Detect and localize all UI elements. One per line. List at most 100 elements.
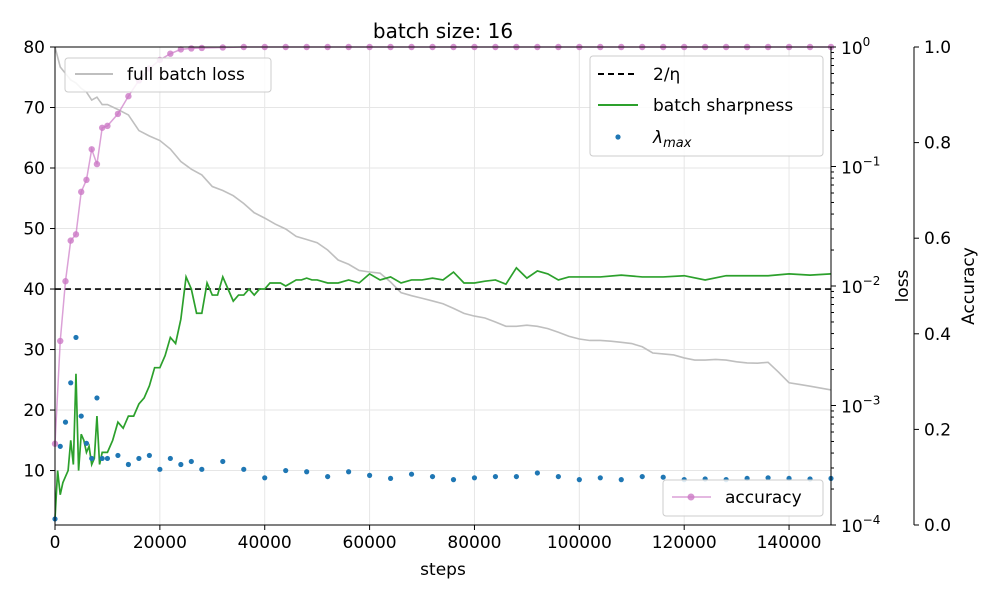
acc-tick-label-0: 0.0 <box>924 516 951 536</box>
lambda-point-1 <box>57 443 63 449</box>
lambda-point-21 <box>241 466 247 472</box>
acc-tick-label-1: 0.2 <box>924 420 951 440</box>
lambda-point-46 <box>765 475 771 481</box>
lambda-point-29 <box>408 471 415 477</box>
lambda-point-37 <box>576 477 582 483</box>
legend-acc-label: accuracy <box>725 488 802 508</box>
lambda-point-22 <box>262 475 268 481</box>
legend-threshold-label: 2/η <box>653 65 680 85</box>
legend-lambda-symbol: λ <box>652 128 663 148</box>
lambda-point-20 <box>220 458 226 465</box>
lambda-point-34 <box>513 473 520 480</box>
accuracy-point-1 <box>57 337 64 345</box>
legend-acc: accuracy <box>662 479 824 517</box>
x-axis-label: steps <box>420 560 466 580</box>
y-axis-label-loss: loss <box>893 269 913 302</box>
legend-lambda-subscript: max <box>663 136 692 151</box>
accuracy-point-4 <box>72 231 80 238</box>
acc-tick-label-4: 0.8 <box>924 134 951 154</box>
lambda-point-10 <box>104 455 111 462</box>
ticks-layer: 0 20000 40000 60000 80000 100000 120000 140000 1… <box>23 35 951 553</box>
lambda-point-11 <box>115 452 121 459</box>
accuracy-point-18 <box>188 45 195 52</box>
lambda-point-28 <box>387 475 394 482</box>
legend-main: 2/η batch sharpness λmax <box>589 55 824 157</box>
lambda-point-39 <box>618 477 624 483</box>
accuracy-point-6 <box>83 176 90 184</box>
acc-tick-label-2: 0.4 <box>924 325 951 345</box>
lambda-point-27 <box>366 472 373 478</box>
lambda-point-35 <box>534 470 540 476</box>
x-tick-label-6: 120000 <box>652 533 717 553</box>
loss-tick-label-0: 10−4 <box>841 513 880 537</box>
lambda-point-33 <box>492 473 499 480</box>
accuracy-point-7 <box>88 146 95 153</box>
x-tick-label-0: 0 <box>50 533 61 553</box>
accuracy-point-10 <box>104 122 111 130</box>
y-tick-label-3: 40 <box>23 280 45 300</box>
legend-sharpness-label: batch sharpness <box>653 96 793 116</box>
loss-tick-label-1: 10−3 <box>841 394 880 418</box>
legend-lambda-label: λmax <box>652 128 692 151</box>
accuracy-point-19 <box>198 44 206 52</box>
x-tick-label-4: 80000 <box>447 533 501 553</box>
lambda-point-7 <box>89 455 95 462</box>
lambda-point-18 <box>188 458 194 465</box>
x-tick-label-7: 140000 <box>757 533 822 553</box>
legend-acc-frame <box>662 479 824 517</box>
lambda-point-17 <box>178 461 184 468</box>
series-sharpness-line <box>54 266 832 519</box>
loss-tick-label-4: 100 <box>841 35 870 59</box>
y-tick-label-0: 10 <box>23 462 45 482</box>
lambda-point-19 <box>199 466 205 472</box>
accuracy-point-12 <box>125 93 132 100</box>
x-tick-label-5: 100000 <box>547 533 612 553</box>
loss-tick-label-2: 10−2 <box>841 274 880 298</box>
lambda-point-25 <box>325 473 331 480</box>
lambda-point-36 <box>555 473 561 480</box>
lambda-point-38 <box>597 475 603 481</box>
x-tick-label-3: 60000 <box>343 533 397 553</box>
y-tick-label-1: 20 <box>23 401 45 421</box>
y-tick-label-7: 80 <box>23 38 45 58</box>
lambda-point-13 <box>136 455 142 462</box>
lambda-point-26 <box>346 469 352 475</box>
x-tick-label-2: 40000 <box>238 533 292 553</box>
acc-tick-label-5: 1.0 <box>924 38 951 58</box>
legend-loss: full batch loss <box>64 57 272 93</box>
lambda-point-41 <box>660 474 666 480</box>
lambda-point-32 <box>471 475 478 481</box>
lambda-point-9 <box>99 455 105 462</box>
lambda-point-31 <box>450 477 457 483</box>
lambda-point-5 <box>78 413 84 419</box>
lambda-point-30 <box>429 473 436 480</box>
series-loss-line <box>54 46 832 391</box>
lambda-point-3 <box>68 380 74 386</box>
accuracy-point-11 <box>114 110 122 118</box>
accuracy-point-8 <box>93 160 101 168</box>
y-tick-label-4: 50 <box>23 220 45 240</box>
y-axis-label-accuracy: Accuracy <box>959 247 979 325</box>
lambda-point-14 <box>146 452 152 459</box>
accuracy-point-17 <box>177 46 185 53</box>
lambda-point-16 <box>167 455 173 462</box>
accuracy-point-9 <box>98 124 106 131</box>
acc-tick-label-3: 0.6 <box>924 229 951 249</box>
legend-loss-label: full batch loss <box>127 65 245 85</box>
accuracy-point-16 <box>167 50 174 57</box>
lambda-point-6 <box>83 440 90 446</box>
lambda-point-12 <box>125 461 132 468</box>
lambda-point-15 <box>157 466 163 472</box>
legend-acc-swatch-marker <box>687 493 695 501</box>
legend-lambda-swatch <box>615 134 621 140</box>
lambda-point-8 <box>94 395 100 401</box>
x-tick-label-1: 20000 <box>133 533 187 553</box>
accuracy-point-2 <box>62 278 69 285</box>
accuracy-point-5 <box>78 188 85 196</box>
lambda-point-40 <box>639 473 645 480</box>
lambda-point-23 <box>283 467 289 474</box>
lambda-point-4 <box>73 334 79 341</box>
legend-loss-frame <box>64 57 272 93</box>
y-tick-label-5: 60 <box>23 159 45 179</box>
lambda-point-2 <box>62 419 69 425</box>
